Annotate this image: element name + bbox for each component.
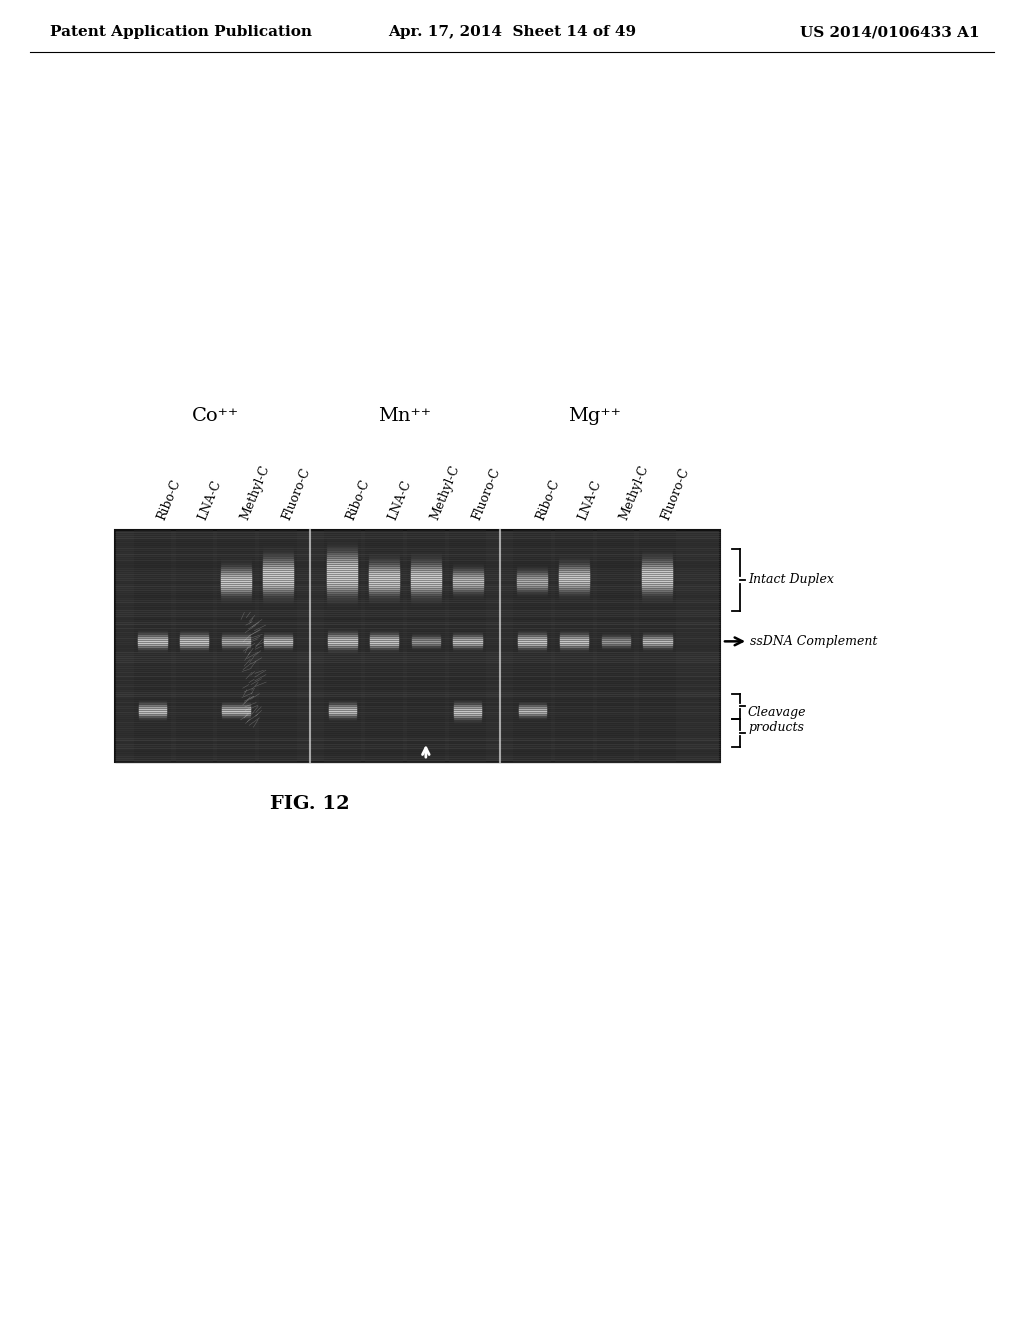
Text: Patent Application Publication: Patent Application Publication (50, 25, 312, 40)
Bar (324, 531, 361, 762)
Text: Apr. 17, 2014  Sheet 14 of 49: Apr. 17, 2014 Sheet 14 of 49 (388, 25, 636, 40)
Text: Ribo-C: Ribo-C (155, 478, 182, 521)
Bar (408, 531, 444, 762)
Bar (449, 531, 486, 762)
Text: Methyl-C: Methyl-C (238, 463, 271, 521)
Text: Fluoro-C: Fluoro-C (470, 466, 503, 521)
Text: Co⁺⁺: Co⁺⁺ (191, 407, 239, 425)
Text: LNA-C: LNA-C (575, 478, 604, 521)
Bar (259, 531, 297, 762)
Text: Intact Duplex: Intact Duplex (748, 573, 834, 586)
Text: Ribo-C: Ribo-C (535, 478, 562, 521)
Bar (555, 531, 593, 762)
Text: Methyl-C: Methyl-C (617, 463, 651, 521)
Bar (115, 531, 720, 762)
Bar (597, 531, 635, 762)
Text: US 2014/0106433 A1: US 2014/0106433 A1 (801, 25, 980, 40)
Text: FIG. 12: FIG. 12 (270, 795, 350, 813)
Bar (639, 531, 676, 762)
Text: Mg⁺⁺: Mg⁺⁺ (568, 407, 622, 425)
Bar (513, 531, 551, 762)
Text: LNA-C: LNA-C (197, 478, 224, 521)
Text: Ribo-C: Ribo-C (344, 478, 373, 521)
Bar (134, 531, 171, 762)
Bar (217, 531, 255, 762)
Bar (366, 531, 402, 762)
Text: Fluoro-C: Fluoro-C (659, 466, 692, 521)
Text: ssDNA Complement: ssDNA Complement (750, 635, 878, 648)
Text: Methyl-C: Methyl-C (428, 463, 462, 521)
Text: LNA-C: LNA-C (386, 478, 414, 521)
Text: Cleavage
products: Cleavage products (748, 706, 807, 734)
Text: Fluoro-C: Fluoro-C (280, 466, 312, 521)
Bar (175, 531, 213, 762)
Text: Mn⁺⁺: Mn⁺⁺ (379, 407, 431, 425)
